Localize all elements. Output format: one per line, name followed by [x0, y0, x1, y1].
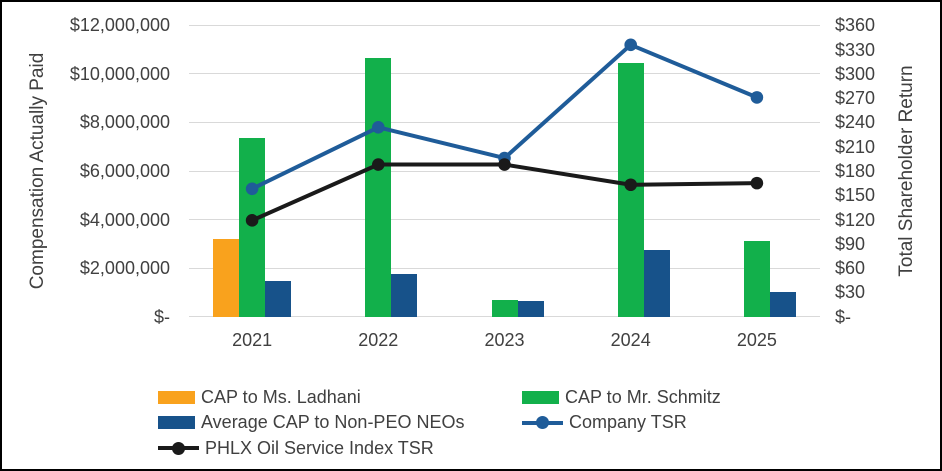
right-axis-tick-60: $60 [835, 258, 866, 279]
right-axis-tick-90: $90 [835, 233, 866, 254]
gridline [189, 316, 820, 318]
marker-2025-company-tsr [750, 91, 764, 104]
left-axis-tick-12-000-000: $12,000,000 [69, 15, 170, 36]
gridline [189, 170, 820, 172]
right-axis-tick-150: $150 [835, 185, 876, 206]
x-axis-label-2023: 2023 [484, 330, 525, 350]
bar-2022-cap-to-mr-schmitz [365, 58, 392, 317]
marker-2023-company-tsr [498, 151, 511, 165]
right-axis-tick-270: $270 [835, 88, 876, 109]
legend-dot-company-tsr [536, 416, 549, 430]
left-axis-tick-6-000-000: $6,000,000 [79, 161, 170, 181]
right-axis-tick-210: $210 [835, 136, 876, 157]
legend-swatch-cap-to-mr-schmitz [522, 391, 559, 404]
gridline [189, 24, 820, 26]
bar-2023-average-cap-to-non-peo-neos [517, 301, 544, 317]
right-axis-tick-330: $330 [835, 39, 876, 60]
legend-item-company-tsr: Company TSR [522, 412, 687, 433]
right-axis-tick-360: $360 [835, 15, 876, 36]
left-axis-tick-4-000-000: $4,000,000 [79, 209, 170, 230]
right-axis-title: Total Shareholder Return [896, 65, 917, 277]
legend-label-phlx-oil-service-index-tsr: PHLX Oil Service Index TSR [205, 437, 434, 458]
legend-label-cap-to-ms-ladhani: CAP to Ms. Ladhani [201, 387, 361, 407]
bar-2021-cap-to-ms-ladhani [213, 238, 240, 317]
left-axis-tick-: $- [153, 306, 170, 327]
marker-2023-phlx-oil-service-index-tsr [498, 158, 511, 171]
gridline [189, 267, 820, 269]
left-axis-tick-10-000-000: $10,000,000 [69, 63, 170, 84]
line-company-tsr [251, 42, 758, 191]
bar-2023-cap-to-mr-schmitz [491, 299, 518, 317]
legend-item-average-cap-to-non-peo-neos: Average CAP to Non-PEO NEOs [158, 412, 465, 433]
legend-item-phlx-oil-service-index-tsr: PHLX Oil Service Index TSR [158, 438, 434, 458]
right-axis-tick-120: $120 [835, 209, 876, 230]
x-axis-label-2024: 2024 [610, 330, 651, 350]
gridline [189, 121, 820, 123]
legend-label-cap-to-mr-schmitz: CAP to Mr. Schmitz [565, 387, 721, 407]
bar-2024-cap-to-mr-schmitz [617, 63, 644, 317]
left-axis-tick-2-000-000: $2,000,000 [79, 258, 170, 279]
legend-label-average-cap-to-non-peo-neos: Average CAP to Non-PEO NEOs [201, 412, 465, 433]
legend-swatch-average-cap-to-non-peo-neos [158, 416, 195, 430]
legend-label-company-tsr: Company TSR [569, 412, 687, 433]
bar-2025-average-cap-to-non-peo-neos [769, 292, 796, 317]
bar-2022-average-cap-to-non-peo-neos [391, 274, 418, 317]
bar-2021-average-cap-to-non-peo-neos [265, 281, 292, 317]
line-phlx-oil-service-index-tsr [251, 162, 757, 223]
x-axis-label-2025: 2025 [736, 330, 777, 350]
left-axis-tick-8-000-000: $8,000,000 [79, 112, 170, 133]
bar-2021-cap-to-mr-schmitz [239, 138, 266, 317]
legend-line-swatch-company-tsr [522, 416, 563, 430]
gridline [189, 219, 820, 221]
right-axis-tick-300: $300 [835, 63, 876, 84]
gridline [189, 73, 820, 75]
x-axis-label-2022: 2022 [358, 330, 399, 350]
legend-swatch-cap-to-ms-ladhani [158, 391, 195, 404]
marker-2024-company-tsr [624, 38, 637, 52]
right-axis-tick-30: $30 [835, 282, 866, 303]
right-axis-tick-240: $240 [835, 112, 876, 133]
legend-dot-phlx-oil-service-index-tsr [172, 441, 185, 455]
right-axis-tick-: $- [835, 306, 852, 327]
right-axis-tick-180: $180 [835, 161, 876, 181]
legend-line-swatch-phlx-oil-service-index-tsr [158, 441, 199, 455]
legend-item-cap-to-mr-schmitz: CAP to Mr. Schmitz [522, 387, 721, 408]
x-axis-label-2021: 2021 [232, 330, 273, 350]
legend-item-cap-to-ms-ladhani: CAP to Ms. Ladhani [158, 387, 361, 408]
bar-2025-cap-to-mr-schmitz [743, 241, 770, 317]
marker-2025-phlx-oil-service-index-tsr [750, 176, 764, 190]
bar-2024-average-cap-to-non-peo-neos [643, 249, 670, 317]
